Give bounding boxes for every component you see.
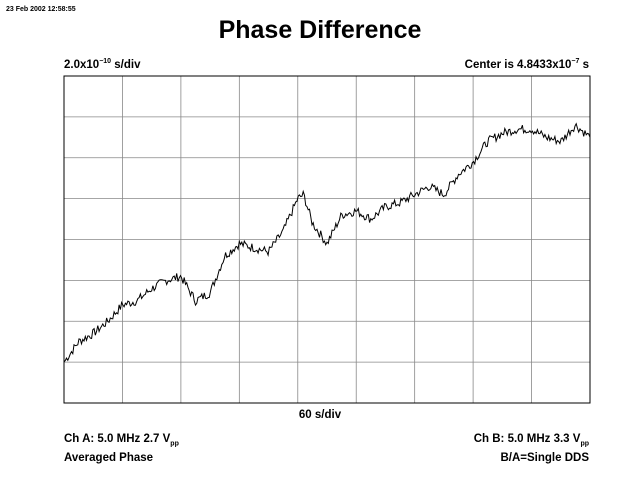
channel-a-pp-subscript: pp xyxy=(170,440,179,448)
channel-b-settings: Ch B: 5.0 MHz 3.3 Vpp xyxy=(474,432,589,451)
vertical-scale-unit: s/div xyxy=(111,58,141,71)
center-value-exponent: −7 xyxy=(571,58,580,65)
chart-title: Phase Difference xyxy=(218,16,422,44)
plot-frame xyxy=(63,75,591,404)
channel-b-info: Ch B: 5.0 MHz 3.3 Vpp B/A=Single DDS xyxy=(474,432,589,465)
timestamp: 23 Feb 2002 12:58:55 xyxy=(6,6,76,13)
center-value-base: Center is 4.8433x10 xyxy=(464,58,572,71)
channel-a-mode: Averaged Phase xyxy=(64,452,154,465)
phase-trace-line xyxy=(63,122,591,363)
channel-b-pp-subscript: pp xyxy=(580,440,589,448)
center-value-unit: s xyxy=(579,58,589,71)
channel-b-settings-text: Ch B: 5.0 MHz 3.3 V xyxy=(473,433,581,445)
channel-a-settings-text: Ch A: 5.0 MHz 2.7 V xyxy=(64,433,171,445)
vertical-scale-exponent: −10 xyxy=(99,58,112,65)
channel-a-settings: Ch A: 5.0 MHz 2.7 Vpp xyxy=(64,432,179,451)
vertical-scale-base: 2.0x10 xyxy=(64,58,100,71)
vertical-scale-label: 2.0x10−10 s/div xyxy=(64,58,140,71)
center-value-label: Center is 4.8433x10−7 s xyxy=(465,58,589,71)
horizontal-scale-label: 60 s/div xyxy=(298,409,342,421)
grid xyxy=(64,76,590,403)
channel-a-info: Ch A: 5.0 MHz 2.7 Vpp Averaged Phase xyxy=(64,432,179,465)
channel-b-mode: B/A=Single DDS xyxy=(500,452,589,465)
